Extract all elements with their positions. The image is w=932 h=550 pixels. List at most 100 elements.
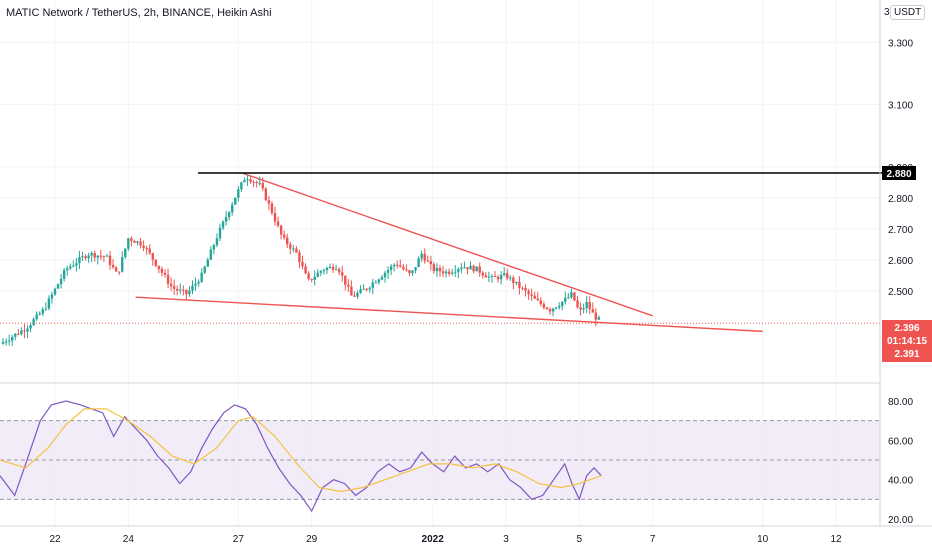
candle-body <box>255 182 258 184</box>
candle <box>365 287 368 292</box>
candle-body <box>307 273 310 279</box>
candle <box>441 265 445 278</box>
candle <box>582 303 585 314</box>
candle <box>221 220 225 231</box>
candle-body <box>301 261 304 267</box>
candle-body <box>383 272 387 278</box>
candle <box>41 306 44 317</box>
candle <box>194 277 197 291</box>
candle <box>136 240 139 246</box>
candle-body <box>14 333 17 337</box>
rsi-tick-1: 60.00 <box>888 436 913 447</box>
candle-body <box>328 266 332 268</box>
candle-body <box>84 256 87 259</box>
candle-body <box>136 241 139 243</box>
candle-body <box>564 297 567 302</box>
rsi-axis[interactable]: 80.00 60.00 40.00 20.00 <box>888 397 913 526</box>
candle-body <box>561 301 564 307</box>
candle-body <box>154 259 158 266</box>
trendline-upper[interactable] <box>241 172 653 317</box>
candle-body <box>78 257 81 264</box>
candle-body <box>160 269 164 273</box>
candle-body <box>234 197 237 205</box>
candle-body <box>142 245 145 249</box>
candle <box>420 250 423 263</box>
candle-body <box>429 261 433 265</box>
candle <box>108 250 112 270</box>
candle <box>362 283 365 290</box>
candle-body <box>298 252 301 262</box>
trendline-lower[interactable] <box>135 296 763 333</box>
candle-body <box>99 255 103 257</box>
candle <box>579 302 582 316</box>
candle <box>594 308 598 327</box>
candle-body <box>47 298 51 309</box>
candle <box>62 267 66 282</box>
candle-body <box>243 180 246 183</box>
candle-body <box>481 272 484 276</box>
candle-body <box>117 271 121 273</box>
candle-body <box>585 302 588 309</box>
candle-body <box>423 253 426 261</box>
candle <box>334 264 338 271</box>
candle-body <box>23 330 26 332</box>
candle-body <box>145 248 148 250</box>
candle <box>344 275 347 291</box>
candle-body <box>518 281 521 288</box>
resistance-price-label: 2.880 <box>886 169 911 180</box>
candle <box>423 248 426 264</box>
countdown-label: 01:14:15 <box>887 336 927 347</box>
candle <box>502 267 506 277</box>
candle-body <box>194 283 197 286</box>
candle <box>331 263 335 273</box>
candle-body <box>1 341 5 344</box>
candle <box>310 278 313 283</box>
date-tick-2: 27 <box>233 534 245 545</box>
candle-body <box>341 272 344 276</box>
candle-body <box>402 266 405 270</box>
candle <box>240 181 243 193</box>
candle <box>270 201 274 216</box>
candle <box>249 175 252 184</box>
candle-body <box>417 258 420 268</box>
candle-body <box>359 289 362 293</box>
candle-body <box>530 294 533 296</box>
time-axis[interactable]: 22 24 27 29 2022 3 5 7 10 12 <box>49 534 842 545</box>
candle <box>209 246 213 261</box>
candle <box>212 243 216 255</box>
candle <box>438 265 442 277</box>
candle <box>292 244 295 253</box>
candle-body <box>276 221 280 226</box>
candle-body <box>172 286 176 289</box>
candle <box>383 270 387 283</box>
candle <box>429 255 433 271</box>
candle <box>127 237 130 252</box>
candle <box>75 257 78 272</box>
candle <box>460 262 463 274</box>
candle <box>506 268 509 281</box>
price-tick-3: 2.800 <box>888 194 913 205</box>
candle <box>166 268 170 289</box>
date-tick-3: 29 <box>306 534 318 545</box>
candle <box>169 277 173 291</box>
candle <box>405 264 408 272</box>
candle <box>72 260 75 268</box>
candle <box>551 307 555 317</box>
candle-body <box>347 284 350 287</box>
candle <box>66 265 69 276</box>
currency-button[interactable]: USDT <box>890 5 926 20</box>
candle-body <box>533 295 536 299</box>
candle-body <box>469 265 472 270</box>
candle-body <box>457 269 460 272</box>
candle-body <box>377 279 381 283</box>
candle-body <box>582 308 585 310</box>
candle <box>11 334 14 346</box>
candle <box>392 263 396 272</box>
candle-body <box>121 257 124 272</box>
candle-body <box>331 266 335 270</box>
candle <box>350 280 353 296</box>
candle-body <box>310 278 313 281</box>
candle-body <box>224 217 228 222</box>
candle <box>451 269 454 276</box>
